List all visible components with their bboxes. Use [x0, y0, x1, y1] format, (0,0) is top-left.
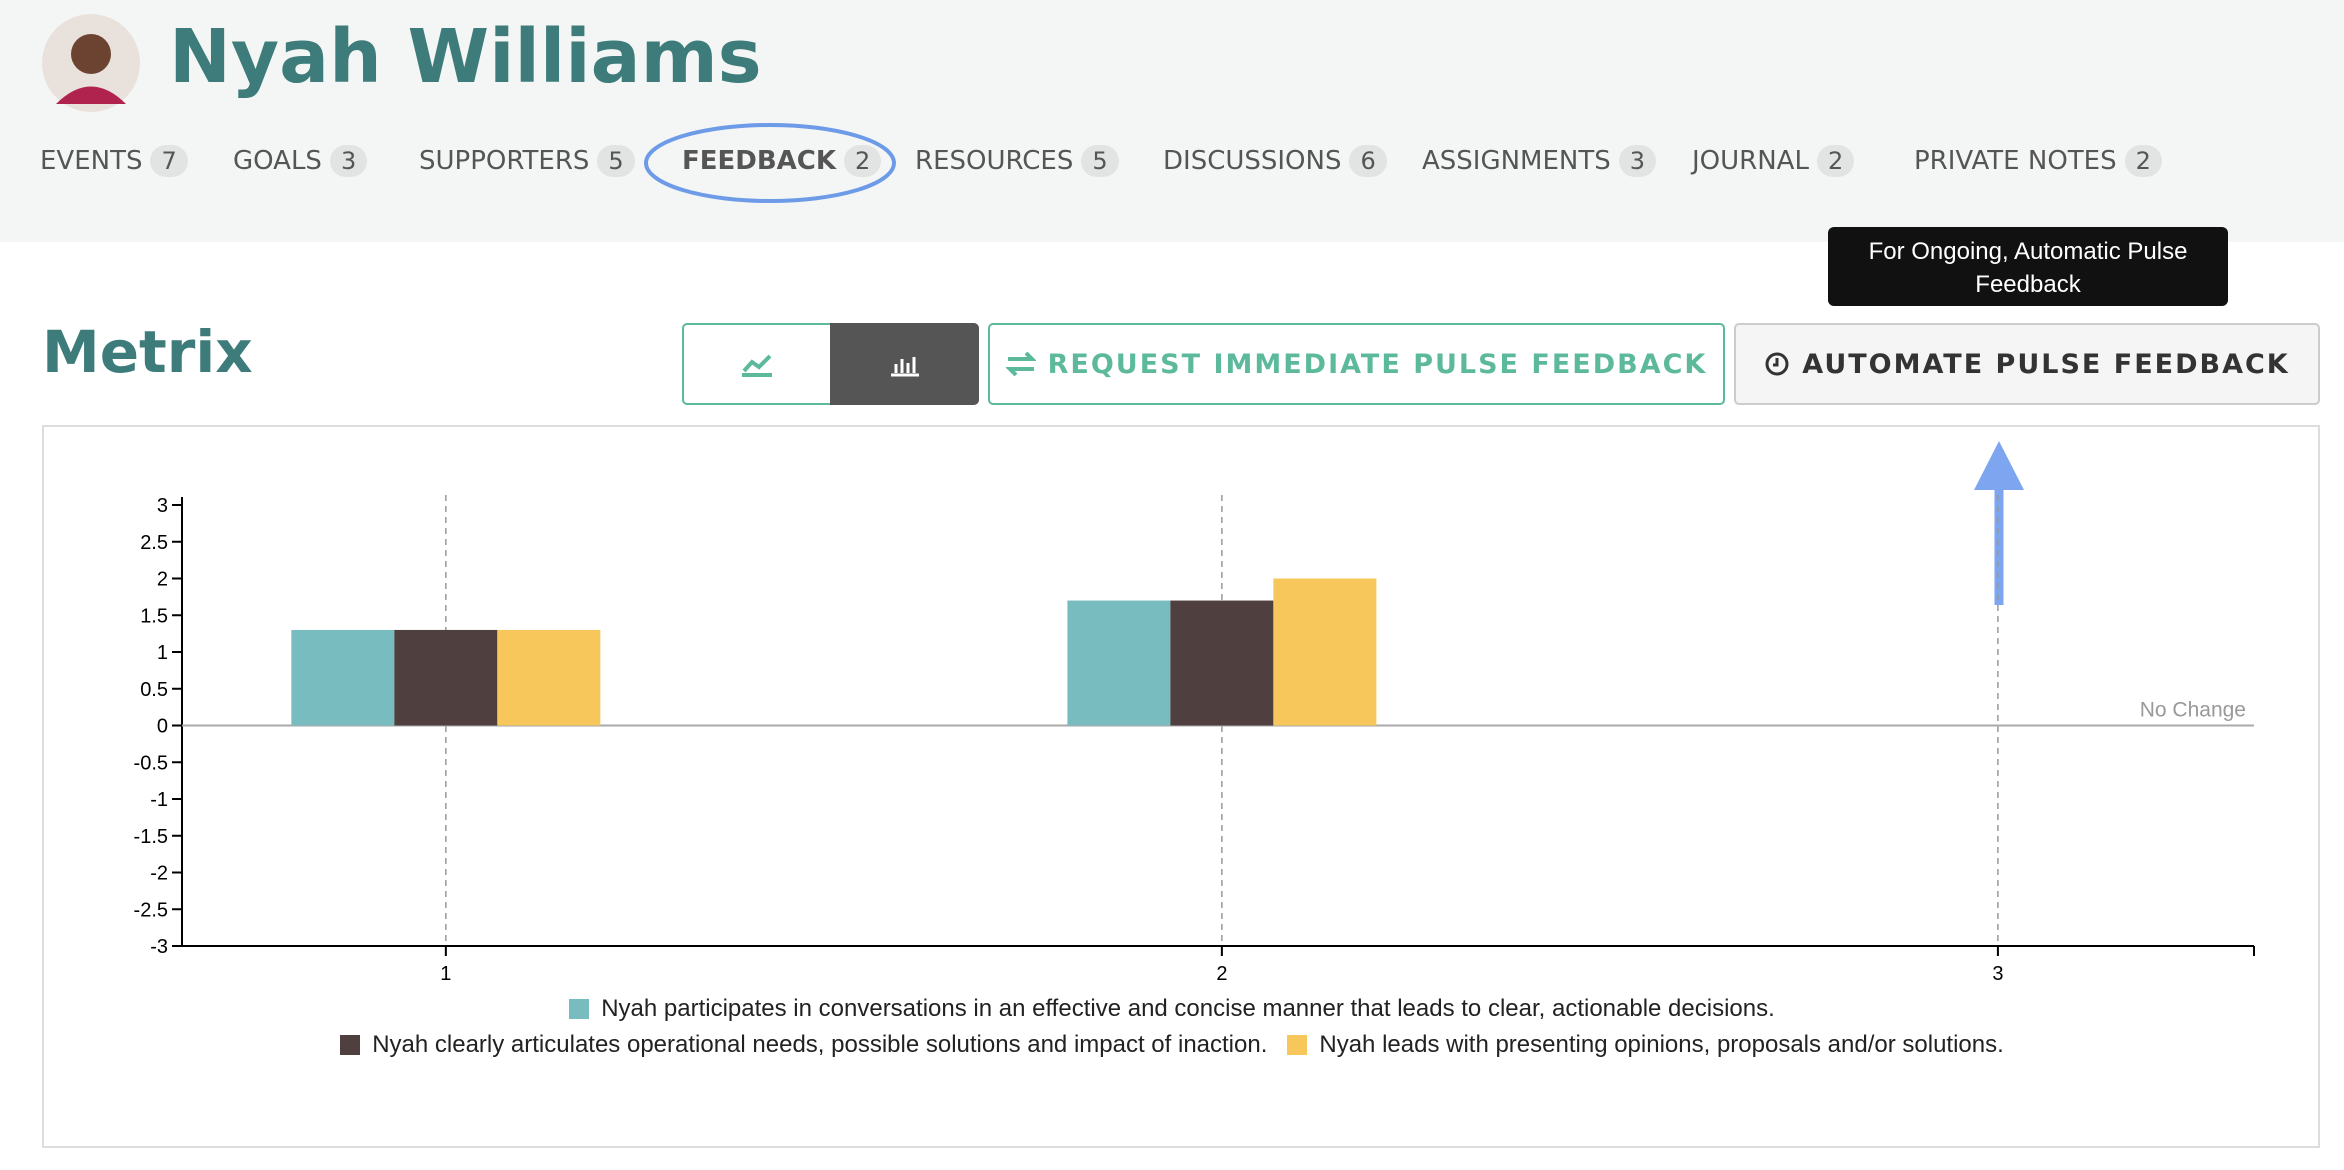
nav-tab[interactable]: ASSIGNMENTS 3	[1422, 145, 1657, 177]
x-tick-label: 2	[1216, 963, 1227, 985]
nav-label: PRIVATE NOTES	[1914, 146, 2117, 176]
y-tick-label: -1	[150, 789, 168, 811]
nav-tab[interactable]: RESOURCES 5	[915, 145, 1119, 177]
nav-count: 3	[1618, 145, 1657, 177]
nav-count: 5	[1081, 145, 1119, 177]
nav-label: DISCUSSIONS	[1163, 146, 1342, 176]
bar-icon	[890, 357, 919, 377]
nav-tab[interactable]: DISCUSSIONS 6	[1163, 145, 1387, 177]
nav-tab[interactable]: PRIVATE NOTES 2	[1914, 145, 2162, 177]
y-tick-label: -2.5	[134, 899, 168, 921]
user-name: Nyah Williams	[169, 14, 762, 100]
legend-item: Nyah leads with presenting opinions, pro…	[1287, 1031, 2004, 1059]
line-view-button[interactable]	[682, 323, 830, 405]
bar	[1067, 600, 1171, 726]
nav-count: 5	[597, 145, 635, 177]
y-tick-label: 2.5	[140, 532, 168, 554]
y-tick-label: -0.5	[134, 752, 168, 774]
nav-label: EVENTS	[40, 146, 143, 176]
button-label: REQUEST IMMEDIATE PULSE FEEDBACK	[1047, 348, 1708, 380]
legend-label: Nyah clearly articulates operational nee…	[372, 1031, 1268, 1058]
bar	[394, 629, 498, 726]
y-tick-label: 0	[157, 716, 168, 738]
legend-label: Nyah leads with presenting opinions, pro…	[1319, 1031, 2004, 1058]
tooltip: For Ongoing, Automatic Pulse Feedback	[1828, 227, 2228, 306]
request-button[interactable]: REQUEST IMMEDIATE PULSE FEEDBACK	[988, 323, 1725, 405]
nav-label: RESOURCES	[915, 146, 1074, 176]
button-label: AUTOMATE PULSE FEEDBACK	[1802, 348, 2290, 380]
y-tick-label: -1.5	[134, 826, 168, 848]
nav-tab[interactable]: FEEDBACK 2	[682, 145, 882, 177]
nav-label: ASSIGNMENTS	[1422, 146, 1611, 176]
y-tick-label: 0.5	[140, 679, 168, 701]
nav-label: JOURNAL	[1692, 146, 1809, 176]
nav-count: 6	[1349, 145, 1387, 177]
header	[0, 0, 2344, 242]
legend-swatch	[1287, 1035, 1308, 1055]
x-tick-label: 3	[1992, 963, 2003, 985]
legend: Nyah participates in conversations in an…	[272, 995, 2072, 1059]
automate-button[interactable]: AUTOMATE PULSE FEEDBACK	[1734, 323, 2320, 405]
nav-label: FEEDBACK	[682, 146, 837, 176]
nav-tab[interactable]: GOALS 3	[233, 145, 368, 177]
nav-count: 2	[1816, 145, 1855, 177]
nav-count: 2	[844, 145, 882, 177]
x-tick-label: 1	[440, 963, 451, 985]
bar	[1273, 578, 1377, 726]
annotation: No Change	[2140, 699, 2246, 722]
clock-icon	[1765, 352, 1789, 376]
nav-count: 7	[150, 145, 188, 177]
bar	[497, 629, 601, 726]
nav-count: 2	[2124, 145, 2162, 177]
nav-tab[interactable]: EVENTS 7	[40, 145, 188, 177]
chart-panel	[42, 425, 2320, 1148]
nav-label: SUPPORTERS	[419, 146, 590, 176]
highlight-oval	[644, 123, 896, 203]
legend-label: Nyah participates in conversations in an…	[601, 995, 1775, 1022]
bar	[291, 629, 395, 726]
nav-tab[interactable]: SUPPORTERS 5	[419, 145, 635, 177]
bar-view-button[interactable]	[830, 323, 979, 405]
y-tick-label: 1	[157, 642, 168, 664]
y-tick-label: 3	[157, 495, 168, 517]
line-icon	[742, 354, 772, 377]
legend-item: Nyah clearly articulates operational nee…	[340, 1031, 1267, 1059]
section-title: Metrix	[42, 318, 253, 386]
nav-count: 3	[329, 145, 368, 177]
avatar[interactable]	[42, 14, 142, 114]
nav-label: GOALS	[233, 146, 322, 176]
y-tick-label: 2	[157, 569, 168, 591]
arrow-head	[1974, 441, 2024, 490]
swap-icon	[1005, 351, 1036, 377]
bar	[1170, 600, 1274, 726]
legend-swatch	[569, 999, 590, 1019]
y-tick-label: -3	[150, 936, 168, 958]
legend-item: Nyah participates in conversations in an…	[569, 995, 1775, 1023]
legend-swatch	[340, 1035, 361, 1055]
y-tick-label: -2	[150, 863, 168, 885]
nav-tab[interactable]: JOURNAL 2	[1692, 145, 1855, 177]
y-tick-label: 1.5	[140, 605, 168, 627]
